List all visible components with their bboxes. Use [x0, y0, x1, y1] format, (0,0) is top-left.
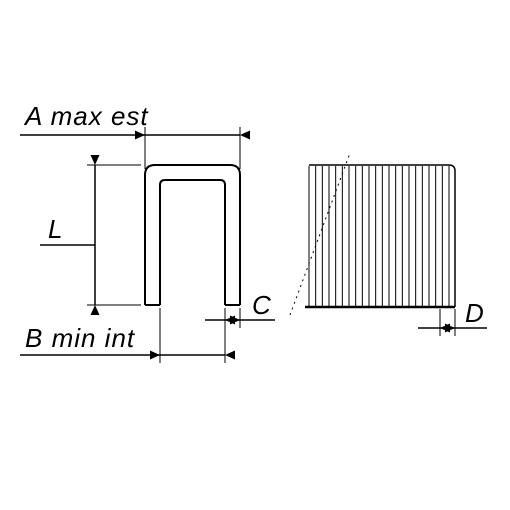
dim-label-b: B min int: [25, 323, 136, 353]
dim-label-c: C: [252, 290, 272, 320]
dim-label-l: L: [48, 214, 63, 244]
dim-label-a: A max est: [23, 101, 149, 131]
dim-label-d: D: [465, 298, 485, 328]
